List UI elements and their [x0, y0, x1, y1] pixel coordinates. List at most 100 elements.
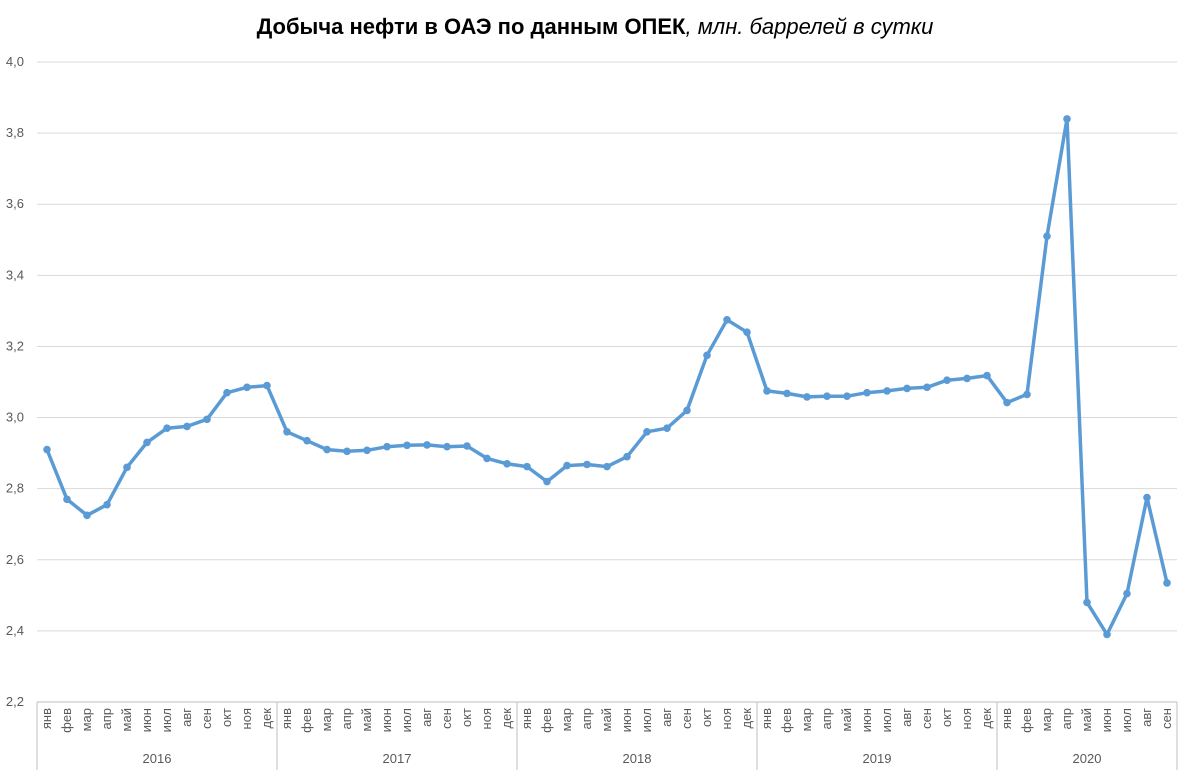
x-tick-label: апр [579, 708, 594, 730]
data-point [383, 442, 391, 451]
x-tick-label: окт [939, 708, 954, 727]
x-tick-label: мар [799, 708, 814, 731]
data-point [503, 459, 511, 468]
x-tick-label: авг [1139, 708, 1154, 727]
x-tick-label: сен [679, 708, 694, 729]
x-tick-label: янв [519, 708, 534, 729]
x-tick-label: июн [139, 708, 154, 732]
x-tick-label: фев [299, 708, 314, 733]
x-tick-label: дек [259, 708, 274, 729]
x-tick-label: сен [199, 708, 214, 729]
y-tick-label: 4,0 [6, 54, 24, 69]
data-point [303, 436, 311, 445]
data-point [483, 454, 491, 463]
x-tick-label: фев [539, 708, 554, 733]
data-point [343, 447, 351, 456]
data-point [243, 383, 251, 392]
y-tick-label: 2,6 [6, 552, 24, 567]
x-tick-label: авг [659, 708, 674, 727]
data-point [543, 477, 551, 486]
data-point [983, 371, 991, 380]
y-tick-label: 2,8 [6, 481, 24, 496]
data-point [863, 388, 871, 397]
x-tick-label: янв [39, 708, 54, 729]
x-tick-label: авг [899, 708, 914, 727]
x-tick-label: июл [879, 708, 894, 732]
data-point [423, 441, 431, 449]
x-tick-label: июн [379, 708, 394, 732]
x-tick-label: дек [979, 708, 994, 729]
data-point [1143, 493, 1151, 502]
data-point [643, 427, 651, 436]
x-tick-label: май [599, 708, 614, 731]
x-tick-label: июл [399, 708, 414, 732]
data-point [403, 441, 411, 450]
x-tick-label: авг [179, 708, 194, 727]
x-tick-label: янв [279, 708, 294, 729]
data-point [1163, 579, 1171, 587]
data-point [723, 315, 731, 324]
data-point [83, 511, 91, 520]
data-point [463, 442, 471, 450]
year-label: 2019 [863, 751, 892, 766]
x-tick-label: апр [339, 708, 354, 730]
data-point [103, 500, 111, 509]
data-point [603, 462, 611, 471]
x-tick-label: апр [819, 708, 834, 730]
y-tick-label: 3,4 [6, 267, 24, 282]
x-tick-label: янв [759, 708, 774, 729]
data-point [143, 438, 151, 447]
x-tick-label: окт [219, 708, 234, 727]
data-point [1003, 398, 1011, 407]
x-tick-label: июн [1099, 708, 1114, 732]
x-tick-label: дек [739, 708, 754, 729]
x-tick-label: июл [639, 708, 654, 732]
x-tick-label: фев [59, 708, 74, 733]
data-point [523, 462, 531, 471]
data-point [1023, 390, 1031, 399]
x-tick-label: ноя [719, 708, 734, 729]
x-tick-label: мар [79, 708, 94, 731]
data-point [443, 442, 451, 451]
data-point [183, 422, 191, 431]
data-point [163, 424, 171, 433]
data-point [683, 406, 691, 415]
data-point [1083, 598, 1091, 607]
data-point [263, 381, 271, 390]
y-tick-label: 3,0 [6, 410, 24, 425]
data-point [743, 328, 751, 337]
x-tick-label: апр [99, 708, 114, 730]
year-label: 2020 [1073, 751, 1102, 766]
x-tick-label: ноя [479, 708, 494, 729]
data-point [223, 388, 231, 397]
data-point [823, 392, 831, 401]
x-tick-label: июл [159, 708, 174, 732]
data-point [1043, 232, 1051, 241]
data-point [903, 384, 911, 393]
data-point [563, 461, 571, 470]
chart-title-main: Добыча нефти в ОАЭ по данным ОПЕК [256, 14, 686, 39]
x-tick-label: мар [1039, 708, 1054, 731]
y-tick-label: 3,2 [6, 338, 24, 353]
x-tick-label: сен [919, 708, 934, 729]
x-tick-label: мар [319, 708, 334, 731]
data-point [623, 452, 631, 461]
data-point [583, 460, 591, 469]
data-point [203, 415, 211, 424]
data-point [943, 376, 951, 385]
x-tick-label: авг [419, 708, 434, 727]
y-tick-label: 2,4 [6, 623, 24, 638]
x-tick-label: сен [1159, 708, 1174, 729]
x-tick-label: май [839, 708, 854, 731]
year-label: 2016 [143, 751, 172, 766]
series-line [45, 117, 1169, 637]
data-point [363, 446, 371, 455]
data-point [43, 445, 51, 454]
data-point [63, 495, 71, 504]
data-point [923, 383, 931, 392]
data-point [763, 387, 771, 395]
x-tick-label: дек [499, 708, 514, 729]
x-tick-label: окт [459, 708, 474, 727]
data-point [783, 389, 791, 398]
